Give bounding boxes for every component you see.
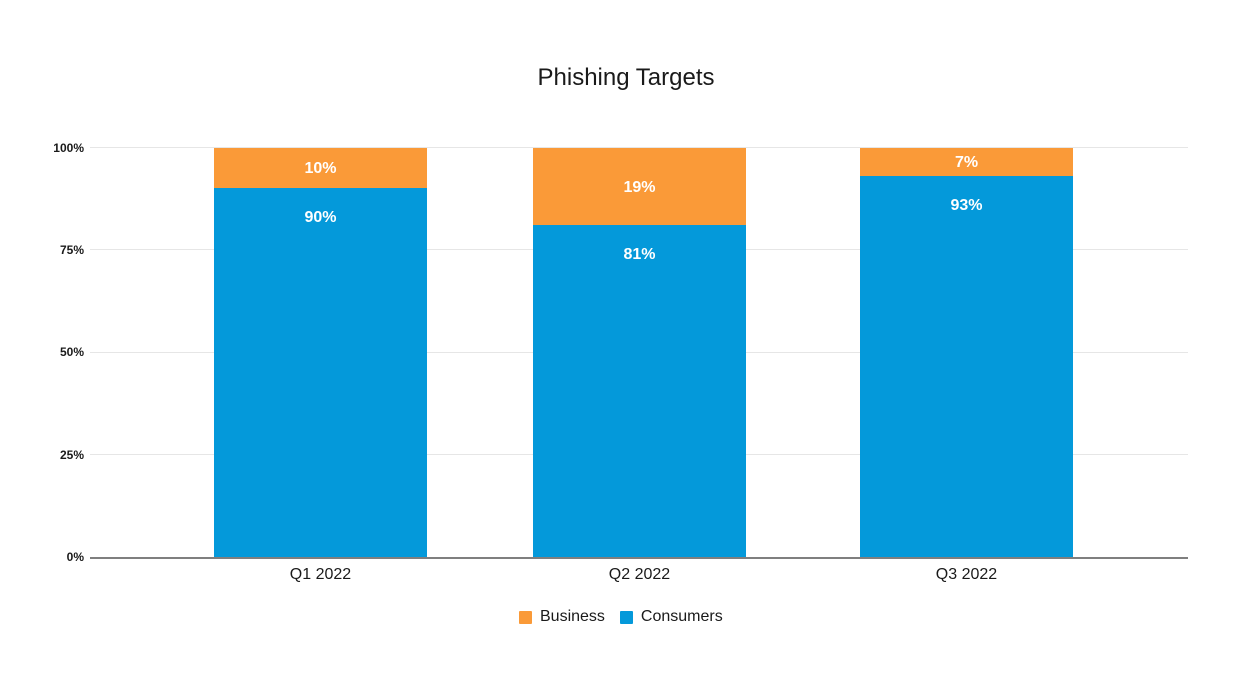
data-label-business-q2-2022: 19% (623, 178, 656, 196)
bar-segment-business-q1-2022[interactable] (214, 147, 427, 189)
x-axis-label-q1-2022: Q1 2022 (289, 565, 352, 583)
data-label-business-q1-2022: 10% (304, 160, 337, 178)
chart-title: Phishing Targets (537, 64, 715, 91)
legend-item-business[interactable]: Business (519, 609, 605, 625)
legend-item-consumers[interactable]: Consumers (619, 608, 723, 625)
bar-segment-business-q2-2022[interactable] (533, 147, 746, 226)
data-label-business-q3-2022: 7% (954, 154, 979, 172)
legend: Business Consumers (519, 609, 723, 625)
bar-segment-consumers-q2-2022[interactable] (533, 225, 746, 557)
legend-label-consumers: Consumers (640, 608, 723, 625)
bar-segment-business-q3-2022[interactable] (860, 147, 1073, 177)
y-axis-tick-label-75: 75% (59, 242, 84, 257)
data-label-consumers-q1-2022: 90% (304, 209, 337, 227)
data-label-consumers-q3-2022: 93% (950, 197, 983, 215)
y-axis-tick-label-100: 100% (53, 140, 84, 155)
x-axis-label-q3-2022: Q3 2022 (935, 565, 998, 583)
x-axis-label-q2-2022: Q2 2022 (608, 565, 671, 583)
legend-swatch-business (519, 610, 532, 624)
x-axis-baseline (90, 557, 1188, 559)
y-axis-tick-label-0: 0% (66, 550, 84, 564)
bar-segment-consumers-q1-2022[interactable] (214, 188, 427, 557)
y-axis-tick-label-25: 25% (59, 447, 84, 462)
bar-segment-consumers-q3-2022[interactable] (860, 176, 1073, 557)
data-label-consumers-q2-2022: 81% (623, 246, 656, 264)
y-axis-tick-label-50: 50% (59, 345, 84, 360)
legend-swatch-consumers (619, 610, 633, 624)
legend-label-business: Business (540, 608, 605, 625)
